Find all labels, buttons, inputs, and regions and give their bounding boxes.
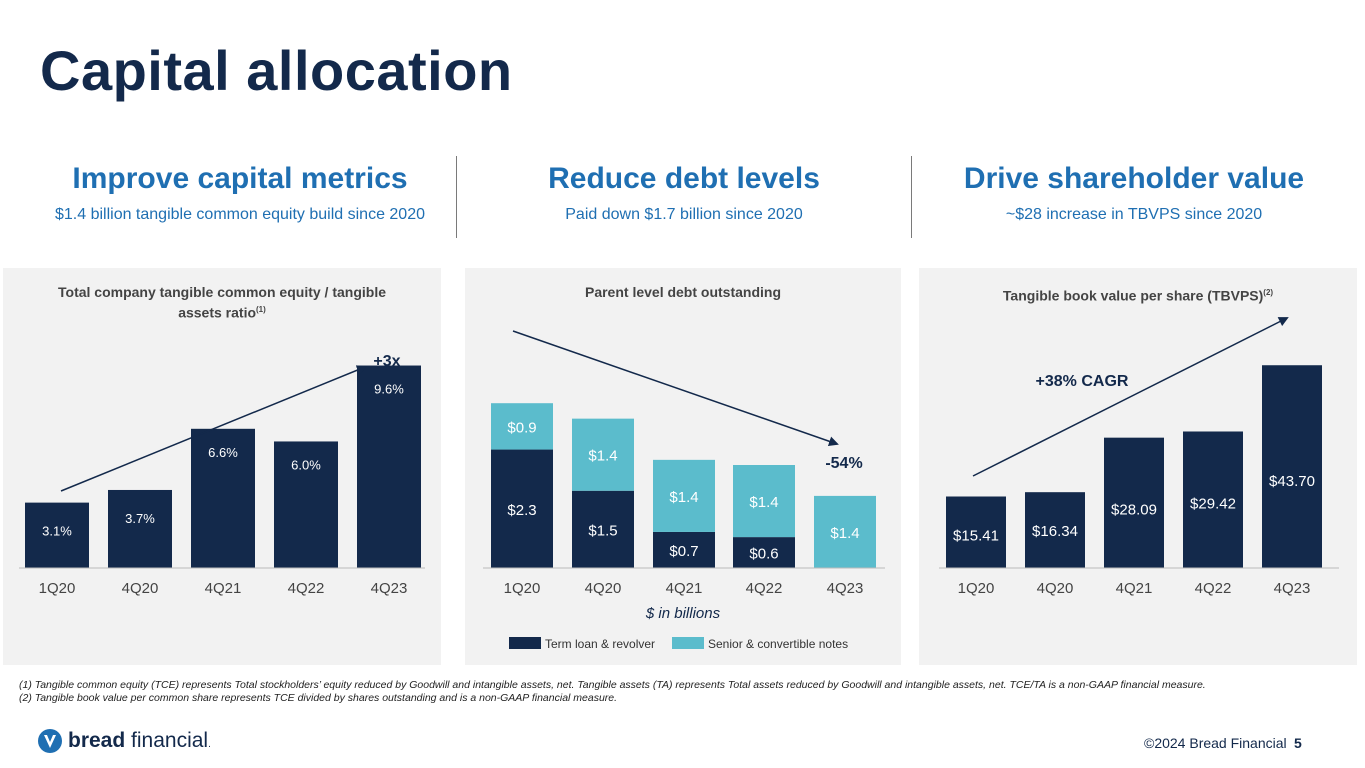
tce-ratio-chart: 3.1% 1Q20 3.7% 4Q20 6.6% 4Q21 6.0% 4Q22 9.6% 4Q23… bbox=[19, 353, 425, 597]
decline-annotation: -54% bbox=[825, 455, 862, 472]
data-label: 9.6% bbox=[374, 382, 404, 397]
pillar-debt-levels: Reduce debt levels Paid down $1.7 billio… bbox=[464, 162, 904, 224]
debt-chart: $2.3 $0.9 1Q20 $1.5 $1.4 4Q20 $0.7 $1.4 4Q21 $0.6… bbox=[483, 330, 885, 651]
legend-label: Senior & convertible notes bbox=[708, 637, 848, 651]
data-label: $1.4 bbox=[830, 525, 859, 542]
bar bbox=[274, 441, 338, 568]
pillar-heading: Reduce debt levels bbox=[548, 162, 820, 195]
bar bbox=[357, 365, 421, 568]
data-label: $0.9 bbox=[507, 419, 536, 436]
logo-text: bread financial. bbox=[68, 729, 211, 752]
x-tick-label: 4Q21 bbox=[205, 580, 242, 597]
x-tick-label: 1Q20 bbox=[39, 580, 76, 597]
bar-term-loan bbox=[572, 490, 634, 568]
tbvps-chart-panel: Tangible book value per share (TBVPS)(2)… bbox=[919, 268, 1357, 665]
data-label: $16.34 bbox=[1032, 523, 1078, 540]
bar-senior-notes bbox=[814, 495, 876, 568]
bar bbox=[1025, 492, 1085, 568]
bar bbox=[946, 496, 1006, 568]
pillar-subtext: $1.4 billion tangible common equity buil… bbox=[54, 206, 425, 223]
x-tick-label: 4Q23 bbox=[371, 580, 408, 597]
page-title: Capital allocation bbox=[40, 39, 513, 102]
data-label: $0.6 bbox=[749, 546, 778, 563]
data-label: $1.4 bbox=[749, 494, 778, 511]
divider bbox=[911, 156, 912, 238]
pillar-capital-metrics: Improve capital metrics $1.4 billion tan… bbox=[20, 162, 460, 224]
trend-arrow bbox=[972, 317, 1289, 477]
footnote-1: (1) Tangible common equity (TCE) represe… bbox=[19, 679, 1206, 691]
x-tick-label: 1Q20 bbox=[958, 580, 995, 597]
x-tick-label: 1Q20 bbox=[504, 580, 541, 597]
tce-ratio-chart-panel: Total company tangible common equity / t… bbox=[3, 268, 441, 665]
copyright: ©2024 Bread Financial bbox=[1144, 735, 1287, 751]
data-label: $1.5 bbox=[588, 522, 617, 539]
trend-arrow bbox=[512, 330, 839, 447]
x-tick-label: 4Q22 bbox=[746, 580, 783, 597]
x-tick-label: 4Q20 bbox=[122, 580, 159, 597]
chart-title: Parent level debt outstanding bbox=[584, 284, 782, 300]
chart-title: Tangible book value per share (TBVPS)(2) bbox=[1002, 287, 1274, 304]
data-label: $15.41 bbox=[953, 527, 999, 544]
bread-logo-icon bbox=[38, 729, 62, 753]
data-label: 6.6% bbox=[208, 445, 238, 460]
bar-term-loan bbox=[491, 449, 553, 568]
pillar-subtext: Paid down $1.7 billion since 2020 bbox=[565, 206, 803, 223]
divider bbox=[456, 156, 457, 238]
x-tick-label: 4Q21 bbox=[1116, 580, 1153, 597]
x-tick-label: 4Q22 bbox=[288, 580, 325, 597]
data-label: $2.3 bbox=[507, 502, 536, 519]
legend-label: Term loan & revolver bbox=[545, 637, 655, 651]
bar-senior-notes bbox=[653, 459, 715, 532]
legend-swatch-term-loan bbox=[509, 637, 541, 649]
bar bbox=[25, 502, 89, 568]
page-number: 5 bbox=[1294, 735, 1302, 751]
x-tick-label: 4Q20 bbox=[585, 580, 622, 597]
bar-senior-notes bbox=[491, 403, 553, 450]
x-axis-label: $ in billions bbox=[645, 605, 721, 622]
legend-swatch-senior-notes bbox=[672, 637, 704, 649]
x-tick-label: 4Q22 bbox=[1195, 580, 1232, 597]
data-label: 3.7% bbox=[125, 511, 155, 526]
data-label: $43.70 bbox=[1269, 473, 1315, 490]
trend-arrow bbox=[60, 365, 367, 492]
bar-senior-notes bbox=[572, 418, 634, 491]
cagr-annotation: +38% CAGR bbox=[1036, 373, 1129, 390]
pillar-heading: Drive shareholder value bbox=[963, 162, 1305, 195]
pillar-subtext: ~$28 increase in TBVPS since 2020 bbox=[1005, 206, 1263, 223]
data-label: 3.1% bbox=[42, 524, 72, 539]
footnote-marker: (2) bbox=[1263, 288, 1274, 297]
data-label: 6.0% bbox=[291, 457, 321, 472]
bar bbox=[1183, 431, 1243, 568]
footnote-2: (2) Tangible book value per common share… bbox=[19, 692, 618, 704]
chart-title: Total company tangible common equity / t… bbox=[58, 284, 386, 321]
bar-senior-notes bbox=[733, 465, 795, 538]
bar-term-loan bbox=[653, 531, 715, 568]
data-label: $28.09 bbox=[1111, 502, 1157, 519]
footnote-marker: (1) bbox=[256, 305, 266, 314]
x-tick-label: 4Q21 bbox=[666, 580, 703, 597]
bar bbox=[1262, 365, 1322, 568]
x-tick-label: 4Q23 bbox=[1274, 580, 1311, 597]
debt-chart-panel: Parent level debt outstanding $2.3 $0.9 1Q… bbox=[465, 268, 901, 665]
bar bbox=[108, 489, 172, 568]
x-tick-label: 4Q20 bbox=[1037, 580, 1074, 597]
x-tick-label: 4Q23 bbox=[827, 580, 864, 597]
bar bbox=[191, 428, 255, 568]
pillar-heading: Improve capital metrics bbox=[72, 162, 408, 195]
data-label: $1.4 bbox=[669, 489, 698, 506]
data-label: $1.4 bbox=[588, 448, 617, 465]
data-label: $0.7 bbox=[669, 543, 698, 560]
data-label: $29.42 bbox=[1190, 495, 1236, 512]
bar bbox=[1104, 437, 1164, 568]
growth-annotation: +3x bbox=[373, 353, 400, 370]
pillar-shareholder-value: Drive shareholder value ~$28 increase in… bbox=[914, 162, 1354, 224]
tbvps-chart: $15.41 1Q20 $16.34 4Q20 $28.09 4Q21 $29.42 4Q22… bbox=[939, 317, 1339, 597]
bar-term-loan bbox=[733, 537, 795, 568]
logo: bread financial. bbox=[38, 729, 211, 753]
